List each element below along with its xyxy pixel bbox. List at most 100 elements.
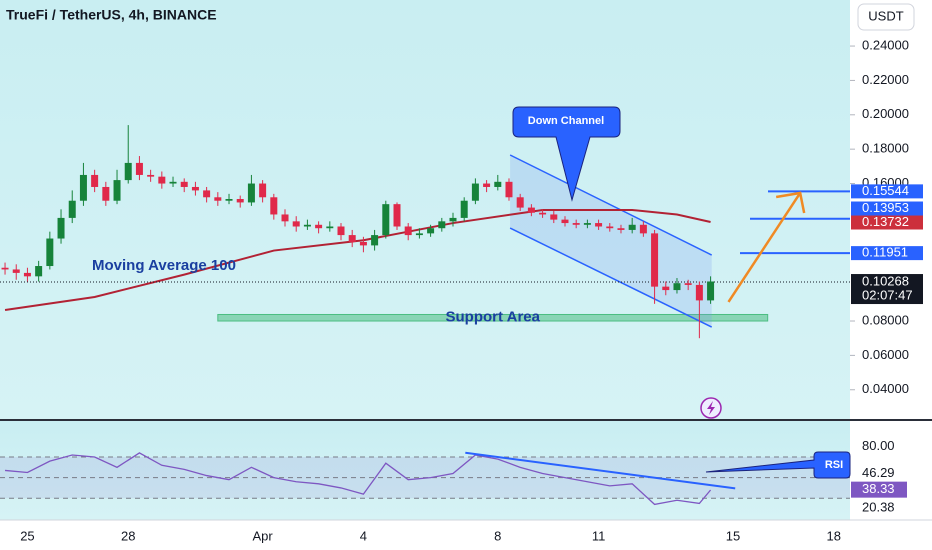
price-label-box (851, 201, 923, 216)
candle-body (348, 235, 356, 242)
x-tick-label: 11 (592, 528, 606, 543)
support-area (217, 313, 769, 322)
candle-body (270, 197, 278, 215)
rsi-current: 38.33 (862, 481, 895, 496)
rsi-tick-label: 20.38 (862, 500, 895, 515)
candle-body (113, 180, 121, 201)
y-tick-label: 0.20000 (862, 106, 909, 121)
rsi-label: RSI (825, 459, 843, 471)
candle-body (236, 199, 244, 203)
price-label: 0.13732 (862, 214, 909, 229)
price-label-box (851, 184, 923, 199)
y-tick-label: 0.22000 (862, 72, 909, 87)
x-tick-label: 18 (827, 528, 841, 543)
rsi-callout (705, 451, 851, 479)
candle-body (572, 223, 580, 225)
rsi-tick-label: 80.00 (862, 438, 895, 453)
candle-body (651, 233, 659, 287)
candle-body (180, 181, 188, 187)
currency[interactable]: USDT (868, 8, 903, 23)
candle-body (617, 228, 625, 230)
rsi-trend (465, 451, 736, 490)
candle-body (382, 204, 390, 236)
channel-callout (512, 106, 621, 202)
rsi-line (4, 452, 712, 506)
candle-body (527, 207, 535, 213)
candle-body (292, 221, 300, 227)
candle-body (449, 217, 457, 222)
candle-body (460, 200, 468, 218)
candle-body (135, 162, 143, 175)
candle-body (583, 223, 591, 225)
price-label: 0.15544 (862, 183, 909, 198)
candle-body (57, 217, 65, 239)
candle-body (673, 283, 681, 291)
y-tick-label: 0.24000 (862, 37, 909, 52)
plot-layer: 25 28 Apr 4 8 11 15 18 0.24000 0.22000 0.20000 0.18… (0, 37, 923, 543)
price-label: 0.13953 (862, 200, 909, 215)
rsi-current-box (851, 481, 907, 498)
candle-body (158, 176, 166, 184)
x-tick-label: Apr (252, 528, 273, 543)
candle-body (393, 204, 401, 227)
candle-body (483, 183, 491, 187)
candle-body (225, 199, 233, 201)
candle-body (505, 181, 513, 198)
candle-body (427, 228, 435, 234)
candle-body (23, 272, 31, 277)
candle-body (46, 238, 54, 267)
candle-body (326, 226, 334, 229)
candle-body (68, 200, 76, 218)
last-price-box (851, 274, 923, 305)
candle-body (259, 183, 267, 198)
candle-body (147, 174, 155, 177)
candle-body (606, 226, 614, 229)
candle-body (684, 283, 692, 285)
candle-body (695, 284, 703, 301)
candle-body (628, 224, 636, 230)
candle-body (35, 266, 43, 277)
projection-arrow (727, 192, 802, 303)
x-tick-label: 25 (20, 528, 34, 543)
y-tick-label: 0.08000 (862, 312, 909, 327)
chart-title: TrueFi / TetherUS, 4h, BINANCE (6, 7, 217, 23)
candle-body (550, 214, 558, 220)
candle-body (247, 183, 255, 203)
candle-body (595, 223, 603, 227)
candle-body (471, 183, 479, 201)
y-tick-label: 0.18000 (862, 141, 909, 156)
price-label-box (851, 215, 923, 230)
candle-body (561, 219, 569, 224)
candle-body (415, 233, 423, 236)
channel-label: Down Channel (528, 115, 604, 127)
candle-body (359, 241, 367, 246)
candle-body (516, 197, 524, 208)
channel-line (509, 154, 713, 256)
x-tick-label: 4 (360, 528, 367, 543)
price-label-box (851, 246, 923, 261)
candle-body (315, 224, 323, 229)
candle-body (91, 174, 99, 187)
ma-label: Moving Average 100 (92, 257, 236, 274)
candle-body (12, 269, 20, 273)
support-label: Support Area (446, 309, 541, 326)
candle-body (1, 267, 9, 270)
candle-body (707, 281, 715, 301)
x-tick-label: 15 (726, 528, 740, 543)
candle-body (203, 190, 211, 198)
countdown: 02:07:47 (862, 287, 913, 302)
last-price: 0.10268 (862, 273, 909, 288)
candle-body (371, 235, 379, 246)
candle-body (191, 186, 199, 191)
y-tick-label: 0.06000 (862, 347, 909, 362)
candle-body (79, 174, 87, 201)
candle-body (337, 226, 345, 236)
candle-body (438, 221, 446, 229)
rsi-ma-current: 46.29 (862, 465, 895, 480)
candle-body (124, 162, 132, 181)
candle-body (102, 186, 110, 201)
currency-box[interactable] (857, 3, 915, 31)
candle-body (494, 181, 502, 187)
candle-body (281, 214, 289, 222)
candle-body (404, 226, 412, 236)
